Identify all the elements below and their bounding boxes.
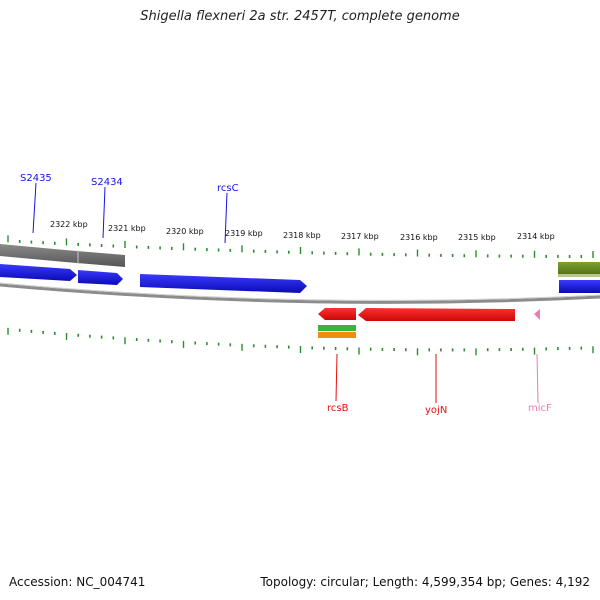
map-title: Shigella flexneri 2a str. 2457T, complet… [140,9,460,24]
scale-label-2318: 2318 kbp [283,231,321,240]
genome-backbone-highlight [0,282,600,301]
leader-line-micF [536,353,539,404]
scale-label-2317: 2317 kbp [341,232,379,241]
genome-summary-text: Topology: circular; Length: 4,599,354 bp… [260,575,590,589]
leader-line-S2435 [32,182,37,234]
gene-arrow-rcsB[interactable] [318,308,356,320]
gene-arrow-S2434[interactable] [78,270,123,285]
upper-tick-arc [7,235,594,258]
orange-feature-bar[interactable] [318,332,356,338]
scale-label-2321: 2321 kbp [108,224,146,233]
olive-feature-block[interactable] [558,262,600,274]
scale-label-2320: 2320 kbp [166,227,204,236]
scale-label-2314: 2314 kbp [517,232,555,241]
scale-label-2316: 2316 kbp [400,233,438,242]
gray-feature-block[interactable] [0,244,125,267]
accession-text: Accession: NC_004741 [9,575,146,589]
gene-arrow-yojN[interactable] [358,308,515,321]
gene-label-rcsC[interactable]: rcsC [217,183,239,194]
scale-label-2315: 2315 kbp [458,233,496,242]
gene-label-yojN[interactable]: yojN [425,405,447,416]
leader-line-rcsB [335,353,338,402]
gene-label-rcsB[interactable]: rcsB [327,403,349,414]
leader-line-S2434 [102,186,106,239]
genome-backbone [0,283,600,304]
gene-label-micF[interactable]: micF [528,403,552,414]
lower-tick-arc [7,327,594,356]
leader-line-rcsC [224,192,228,244]
gene-arrow-micF[interactable] [534,309,540,320]
gene-arrow-rcsC[interactable] [140,274,307,293]
green-feature-bar[interactable] [318,325,356,331]
gene-arrow-right-edge[interactable] [559,280,600,293]
olive-feature-shadow [558,274,600,277]
gene-arrow-S2435[interactable] [0,264,77,281]
scale-label-2322: 2322 kbp [50,220,88,229]
gene-label-S2435[interactable]: S2435 [20,173,52,184]
scale-label-2319: 2319 kbp [225,229,263,238]
gene-label-S2434[interactable]: S2434 [91,177,123,188]
